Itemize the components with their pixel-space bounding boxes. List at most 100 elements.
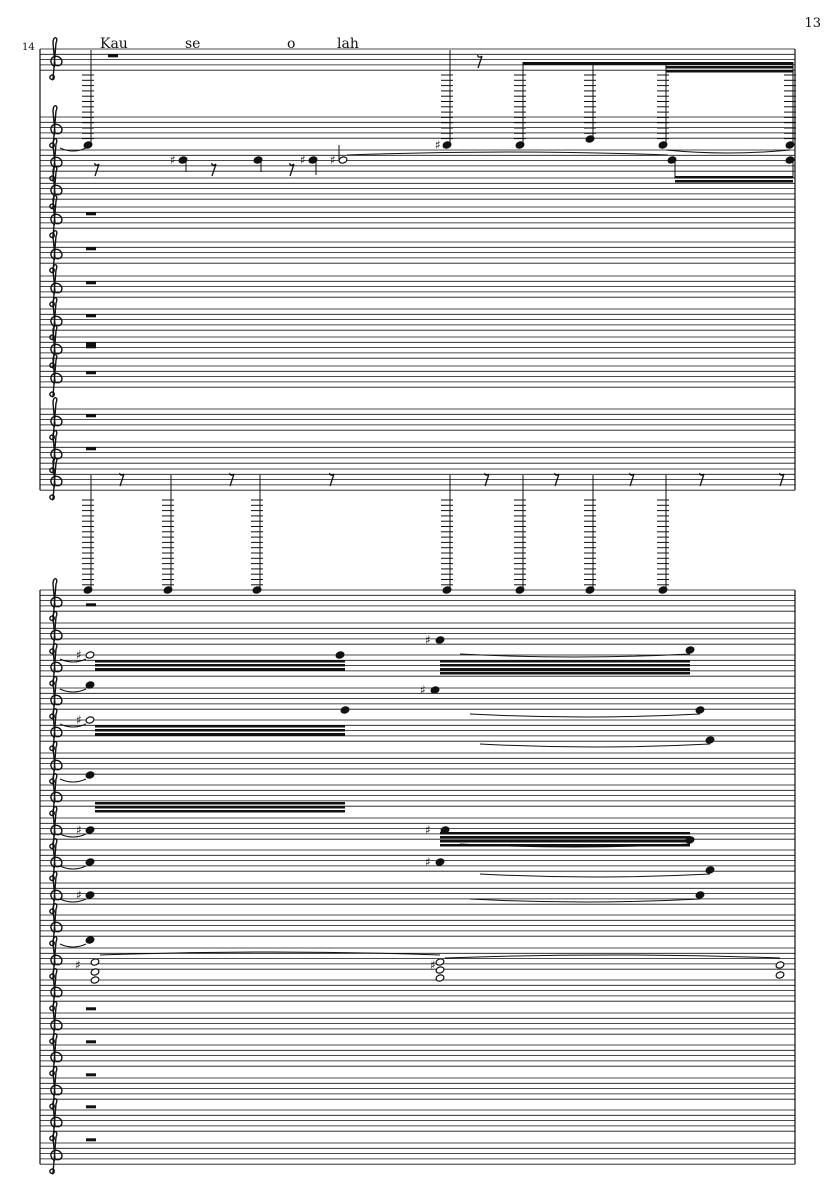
sharp-sign: ♯ (76, 823, 82, 837)
tie (59, 865, 87, 870)
beam (523, 62, 793, 65)
beam (440, 664, 690, 667)
sixteenth-rest (329, 472, 335, 487)
whole-rest (86, 447, 96, 451)
beam (440, 836, 690, 839)
sharp-sign: ♯ (430, 958, 436, 972)
tie (479, 743, 711, 748)
beam (95, 729, 345, 732)
whole-rest (86, 314, 96, 318)
treble-clef-icon (49, 773, 63, 817)
treble-clef-icon (49, 903, 63, 947)
notehead (85, 858, 95, 866)
treble-clef-icon (49, 643, 63, 687)
beam (666, 66, 793, 69)
sixteenth-rest (94, 162, 100, 177)
tie (459, 843, 691, 848)
tie (59, 723, 87, 728)
tie (59, 147, 87, 152)
tie (459, 653, 691, 658)
sharp-sign: ♯ (300, 153, 306, 167)
whole-rest (86, 212, 96, 216)
tie (59, 833, 87, 838)
whole-rest (86, 603, 96, 607)
tie (665, 149, 791, 154)
tie (444, 954, 781, 959)
sixteenth-rest (484, 472, 490, 487)
lyric-syllable: o (287, 36, 296, 52)
treble-clef-icon (49, 264, 63, 308)
sharp-sign: ♯ (425, 855, 431, 869)
whole-rest (86, 281, 96, 285)
beam (95, 733, 345, 736)
treble-clef-icon (49, 968, 63, 1012)
sharp-sign: ♯ (170, 153, 176, 167)
notehead (85, 891, 95, 899)
sharp-sign: ♯ (425, 823, 431, 837)
notehead (338, 156, 348, 164)
tie (346, 151, 669, 156)
notehead (435, 636, 445, 644)
notehead (705, 866, 715, 874)
sharp-sign: ♯ (76, 713, 82, 727)
treble-clef-icon (49, 37, 63, 81)
treble-clef-icon (49, 838, 63, 882)
notehead (695, 891, 705, 899)
beam (95, 725, 345, 728)
sixteenth-rest (699, 472, 705, 487)
notehead (435, 974, 445, 982)
notehead (90, 968, 100, 976)
tie (59, 898, 87, 903)
lyric-syllable: Kau (100, 36, 128, 52)
treble-clef-icon (49, 195, 63, 239)
beam (95, 802, 345, 805)
notehead (85, 826, 95, 834)
beam (95, 664, 345, 667)
sixteenth-rest (289, 162, 295, 177)
beam (675, 180, 793, 183)
treble-clef-icon (49, 1098, 63, 1142)
beam (675, 176, 793, 179)
measure-number: 14 (22, 42, 35, 53)
beam (95, 668, 345, 671)
beam (440, 832, 690, 835)
whole-rest (86, 1040, 96, 1044)
treble-clef-icon (49, 105, 63, 149)
tie (59, 688, 87, 693)
beam (440, 844, 690, 847)
whole-rest (86, 1138, 96, 1142)
notehead (90, 958, 100, 966)
notehead (685, 646, 695, 654)
sharp-sign: ♯ (330, 153, 336, 167)
notehead (785, 156, 795, 164)
notehead (253, 156, 263, 164)
notehead (430, 686, 440, 694)
whole-rest (86, 1105, 96, 1109)
whole-rest (86, 371, 96, 375)
sharp-sign: ♯ (420, 683, 426, 697)
beam (666, 70, 793, 73)
sharp-sign: ♯ (76, 888, 82, 902)
notehead (667, 156, 677, 164)
notehead (435, 958, 445, 966)
tie (59, 943, 87, 948)
sixteenth-rest (229, 472, 235, 487)
tie (469, 898, 701, 903)
sharp-sign: ♯ (76, 648, 82, 662)
notehead (340, 706, 350, 714)
beam (95, 660, 345, 663)
notehead (85, 651, 95, 659)
notehead (435, 966, 445, 974)
tie (59, 658, 87, 663)
notehead (705, 736, 715, 744)
whole-rest (86, 1007, 96, 1011)
notehead (435, 858, 445, 866)
treble-clef-icon (49, 354, 63, 398)
notehead (775, 971, 785, 979)
lyric-syllable: se (185, 36, 201, 52)
beam (440, 660, 690, 663)
beam (95, 810, 345, 813)
lyric-syllable: lah (337, 36, 359, 52)
notehead (308, 156, 318, 164)
